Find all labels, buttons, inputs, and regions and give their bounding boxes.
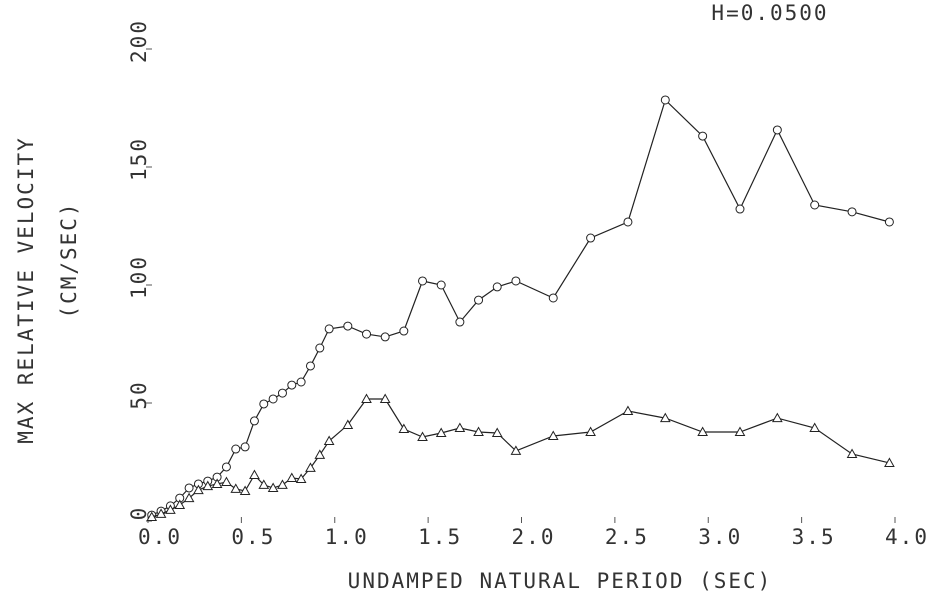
circle-marker [315, 343, 325, 353]
x-tick-label: 2.5 [605, 525, 649, 549]
circle-marker [277, 388, 287, 398]
triangle-marker [510, 445, 522, 455]
triangle-marker [771, 412, 783, 423]
triangle-marker [249, 469, 260, 479]
triangle-marker [202, 480, 214, 491]
triangle-marker [267, 482, 279, 492]
triangle-marker [342, 419, 354, 429]
triangle-marker [734, 426, 746, 437]
circle-marker [268, 394, 278, 404]
x-tick-label: 1.5 [418, 525, 462, 549]
triangle-marker [239, 485, 251, 496]
circle-marker [548, 293, 558, 303]
triangle-marker [697, 426, 709, 437]
y-tick-label: 0 [127, 506, 151, 521]
circle-marker [231, 444, 241, 454]
chart-title: H=0.0500 [711, 1, 828, 25]
circle-marker [772, 125, 782, 135]
x-axis-label: UNDAMPED NATURAL PERIOD (SEC) [348, 569, 773, 593]
circle-marker [221, 462, 231, 472]
triangle-marker [230, 483, 242, 493]
triangle-marker [323, 435, 335, 445]
triangle-marker [398, 423, 410, 433]
triangle-marker [146, 511, 158, 521]
triangle-marker [379, 393, 391, 403]
triangle-marker [622, 405, 634, 416]
circle-marker [399, 326, 409, 336]
circle-marker [361, 329, 371, 339]
triangle-marker [659, 412, 671, 423]
circle-marker [418, 276, 428, 286]
circle-marker [698, 131, 708, 141]
circle-marker [249, 416, 259, 426]
triangle-marker [585, 426, 596, 437]
circle-marker [884, 217, 894, 227]
x-tick-label: 3.0 [698, 525, 742, 549]
circle-marker [436, 280, 446, 290]
y-tick-label: 100 [127, 255, 151, 299]
circle-marker [586, 233, 596, 243]
circle-marker [305, 361, 315, 371]
triangle-marker [221, 476, 232, 487]
circle-marker [184, 483, 194, 493]
triangle-marker [277, 479, 288, 489]
triangle-marker [454, 422, 466, 433]
x-tick-label: 1.0 [325, 525, 369, 549]
triangle-marker [305, 462, 316, 472]
circle-marker [474, 295, 484, 305]
circle-marker [240, 442, 250, 452]
circle-marker [380, 332, 390, 342]
circle-marker [660, 95, 670, 105]
triangle-marker [473, 426, 484, 437]
triangle-marker [417, 431, 428, 441]
x-tick-label: 2.0 [512, 525, 556, 549]
triangle-marker [165, 504, 176, 514]
triangle-marker [361, 393, 372, 403]
circle-marker [735, 204, 745, 214]
series-line [151, 398, 890, 518]
x-tick-label: 0.5 [231, 525, 275, 549]
x-tick-label: 4.0 [885, 525, 929, 549]
triangle-marker [211, 478, 223, 488]
circle-marker [511, 276, 521, 286]
circle-marker [455, 317, 465, 327]
y-tick-label: 150 [127, 137, 151, 181]
triangle-marker [846, 448, 858, 458]
circle-marker [623, 217, 633, 227]
y-axis-label: MAX RELATIVE VELOCITY [14, 136, 38, 444]
triangle-marker [809, 422, 821, 433]
triangle-marker [286, 472, 298, 483]
triangle-marker [435, 427, 447, 437]
triangle-marker [295, 473, 307, 483]
x-tick-label: 3.5 [792, 525, 836, 549]
circle-marker [259, 399, 269, 409]
triangle-marker [258, 479, 270, 489]
triangle-marker [174, 499, 186, 509]
y-tick-label: 50 [127, 380, 151, 409]
triangle-marker [155, 508, 167, 518]
circle-marker [492, 282, 502, 292]
triangle-marker [884, 457, 895, 467]
circle-marker [324, 324, 334, 334]
triangle-marker [314, 449, 326, 459]
circle-marker [847, 207, 857, 217]
circle-marker [810, 200, 820, 210]
triangle-marker [547, 430, 559, 441]
y-tick-label: 200 [127, 19, 151, 63]
circle-marker [343, 321, 353, 331]
y-axis-label: (CM/SEC) [57, 201, 81, 318]
circle-marker [296, 377, 306, 387]
circle-marker [287, 380, 297, 390]
triangle-marker [491, 427, 503, 437]
series-line [151, 98, 890, 516]
triangle-marker [183, 492, 195, 503]
x-tick-label: 0.0 [138, 525, 182, 549]
triangle-marker [193, 484, 204, 495]
